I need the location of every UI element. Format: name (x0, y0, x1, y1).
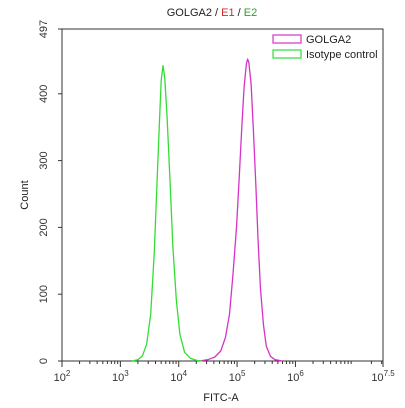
series-group (131, 58, 283, 362)
y-tick-label: 0 (38, 358, 50, 364)
x-tick-exponent: 2 (66, 369, 71, 378)
x-axis-ticks: 102 103 104 105 106 107.5 (54, 361, 395, 384)
x-tick-base: 10 (170, 372, 182, 384)
plot-area (61, 28, 384, 362)
chart-title-part: E1 (221, 7, 234, 19)
y-tick-label: 200 (38, 218, 50, 236)
x-tick-base: 10 (54, 372, 66, 384)
series-line-golga2 (199, 58, 283, 362)
x-tick-label: 103 (112, 369, 129, 384)
chart-title-part: E2 (244, 7, 257, 19)
x-tick-base: 10 (371, 372, 383, 384)
x-tick-base: 10 (287, 372, 299, 384)
x-tick-label: 105 (229, 369, 246, 384)
legend: GOLGA2 Isotype control (272, 34, 378, 61)
legend-swatch (272, 49, 302, 59)
series-line-isotype-control (131, 65, 203, 362)
y-tick-label: 300 (38, 151, 50, 169)
y-tick-label: 497 (38, 20, 50, 38)
x-tick-base: 10 (112, 372, 124, 384)
legend-label: Isotype control (306, 49, 378, 61)
legend-label: GOLGA2 (306, 34, 351, 46)
x-tick-exponent: 4 (183, 369, 188, 378)
x-tick-label: 102 (54, 369, 71, 384)
x-tick-exponent: 3 (124, 369, 129, 378)
plot-frame (61, 28, 384, 362)
y-axis-title: Count (19, 180, 31, 209)
chart-title-part: / (235, 7, 244, 19)
legend-swatch (272, 34, 302, 44)
x-tick-exponent: 7.5 (384, 369, 396, 378)
y-tick-label: 400 (38, 85, 50, 103)
x-tick-label: 104 (170, 369, 187, 384)
x-axis-title: FITC-A (203, 392, 239, 404)
chart-title-part: / (212, 7, 221, 19)
x-tick-base: 10 (229, 372, 241, 384)
x-tick-exponent: 6 (299, 369, 304, 378)
x-tick-label: 106 (287, 369, 304, 384)
x-tick-label: 107.5 (371, 369, 395, 384)
y-axis-ticks: 0 100 200 300 400 497 (38, 20, 62, 364)
chart-title-part: GOLGA2 (167, 7, 212, 19)
x-tick-exponent: 5 (241, 369, 246, 378)
y-tick-label: 100 (38, 285, 50, 303)
chart-title: GOLGA2 / E1 / E2 (167, 7, 258, 19)
